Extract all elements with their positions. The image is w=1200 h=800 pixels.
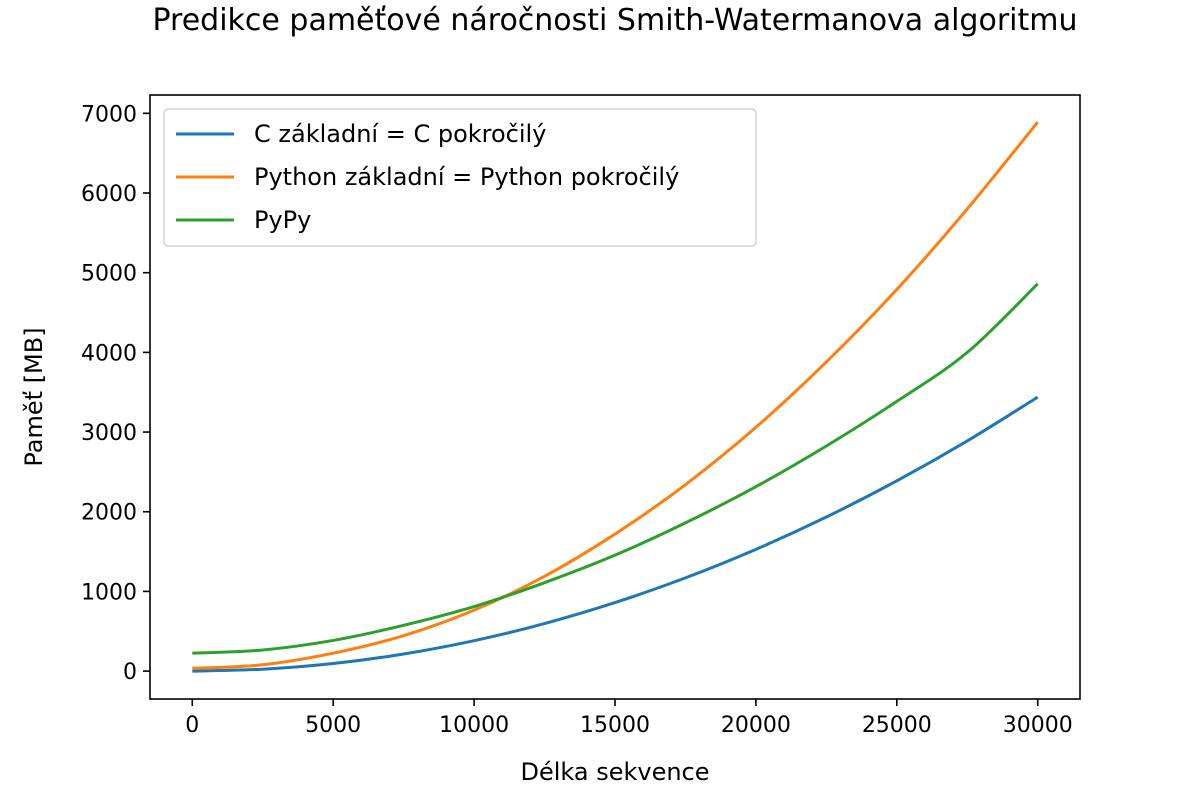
x-axis: 0 5000 10000 15000 20000 25000 30000 [185,699,1073,738]
y-tick-label: 5000 [81,262,137,287]
x-tick-label: 5000 [305,713,361,738]
x-tick-label: 25000 [862,713,932,738]
series-layer [192,121,1039,673]
x-axis-label: Délka sekvence [520,758,709,786]
y-tick-label: 0 [123,660,137,685]
y-tick-label: 3000 [81,421,137,446]
y-tick-label: 6000 [81,182,137,207]
series-line-1 [192,121,1039,670]
y-tick-label: 4000 [81,341,137,366]
legend: C základní = C pokročilý Python základní … [163,108,757,247]
y-tick-label: 7000 [81,102,137,127]
y-tick-label: 1000 [81,580,137,605]
legend-label-2: PyPy [254,206,311,234]
x-tick-label: 15000 [580,713,650,738]
y-axis-label: Paměť [MB] [20,327,48,466]
x-tick-label: 0 [185,713,199,738]
x-tick-label: 30000 [1003,713,1073,738]
series-line-2 [192,282,1039,655]
legend-label-0: C základní = C pokročilý [254,120,546,148]
chart-title: Predikce paměťové náročnosti Smith-Water… [152,3,1077,38]
legend-label-1: Python základní = Python pokročilý [254,163,679,191]
legend-box [163,108,757,247]
x-tick-label: 10000 [439,713,509,738]
y-axis: 0 1000 2000 3000 4000 5000 6000 7000 [81,102,150,685]
y-tick-label: 2000 [81,501,137,526]
series-line-0 [192,395,1039,673]
x-tick-label: 20000 [721,713,791,738]
